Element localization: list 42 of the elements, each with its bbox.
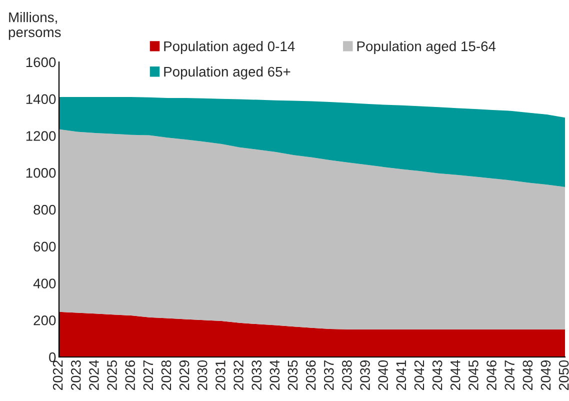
x-tick-label: 2036 xyxy=(306,360,316,390)
y-tick-label: 1400 xyxy=(26,94,56,104)
legend-label: Population aged 0-14 xyxy=(164,41,295,54)
x-tick-label: 2045 xyxy=(468,360,478,390)
x-tick-label: 2034 xyxy=(270,360,280,390)
legend-label: Population aged 65+ xyxy=(164,66,290,80)
y-tick-label: 400 xyxy=(33,278,56,288)
x-tick-label: 2033 xyxy=(252,360,262,390)
x-tick-label: 2032 xyxy=(234,360,244,390)
x-tick-label: 2030 xyxy=(197,360,208,390)
y-tick-label: 0 xyxy=(49,352,56,362)
x-tick-label: 2031 xyxy=(216,360,226,390)
x-tick-label: 2035 xyxy=(288,360,298,390)
x-tick-label: 2037 xyxy=(324,360,334,390)
x-tick-label: 2026 xyxy=(125,360,136,390)
x-tick-label: 2048 xyxy=(522,360,533,390)
x-tick-label: 2043 xyxy=(432,360,442,390)
x-tick-label: 2049 xyxy=(540,360,551,390)
x-tick-label: 2042 xyxy=(414,360,424,390)
x-tick-label: 2039 xyxy=(360,360,370,390)
x-tick-label: 2025 xyxy=(107,360,117,390)
x-tick-label: 2046 xyxy=(486,360,496,390)
x-tick-label: 2028 xyxy=(161,360,172,390)
x-tick-label: 2040 xyxy=(378,360,388,390)
legend-label: Population aged 15-64 xyxy=(357,41,496,54)
x-tick-label: 2027 xyxy=(143,360,154,390)
x-tick-label: 2029 xyxy=(179,360,190,390)
x-tick-label: 2047 xyxy=(504,360,515,390)
x-tick-label: 2023 xyxy=(70,360,81,390)
x-tick-label: 2050 xyxy=(558,360,569,390)
y-tick-label: 800 xyxy=(34,204,56,215)
y-tick-label: 1000 xyxy=(26,168,56,178)
y-axis-title: Millions, persoms xyxy=(8,12,61,40)
x-tick-label: 2024 xyxy=(89,360,99,390)
x-tick-label: 2044 xyxy=(450,360,460,390)
y-tick-label: 1200 xyxy=(26,131,56,141)
y-tick-label: 600 xyxy=(34,242,56,252)
x-tick-label: 2022 xyxy=(52,360,63,390)
x-tick-label: 2041 xyxy=(396,360,406,390)
y-tick-label: 1600 xyxy=(26,57,56,68)
y-tick-label: 200 xyxy=(34,315,56,326)
x-tick-label: 2038 xyxy=(342,360,352,390)
